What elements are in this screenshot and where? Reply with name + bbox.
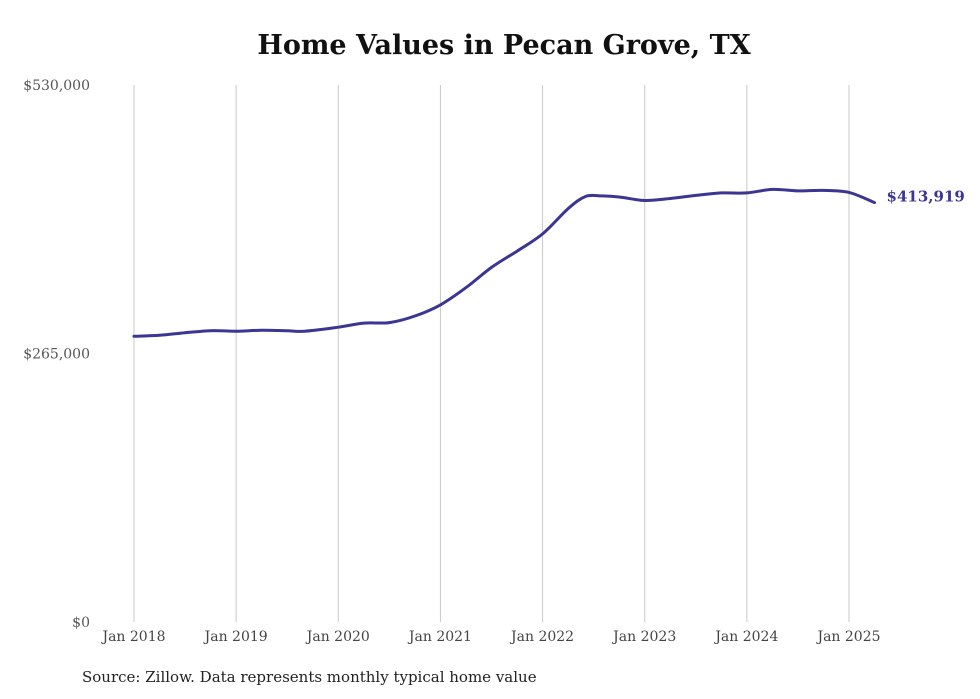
- x-tick-label: Jan 2023: [611, 629, 676, 645]
- x-tick-label: Jan 2020: [305, 629, 370, 645]
- source-note: Source: Zillow. Data represents monthly …: [82, 668, 537, 686]
- x-tick-label: Jan 2024: [713, 629, 778, 645]
- x-axis-labels: Jan 2018 Jan 2019 Jan 2020 Jan 2021 Jan 2022…: [100, 629, 880, 645]
- x-tick-label: Jan 2018: [100, 629, 165, 645]
- x-tick-label: Jan 2022: [509, 629, 574, 645]
- x-tick-label: Jan 2025: [815, 629, 880, 645]
- y-tick-label: $265,000: [23, 347, 90, 363]
- annotations: $413,919: [887, 188, 965, 206]
- series-line: [132, 187, 876, 338]
- end-value-label: $413,919: [887, 188, 965, 206]
- y-tick-label: $530,000: [23, 78, 90, 94]
- chart-title: Home Values in Pecan Grove, TX: [257, 30, 751, 61]
- gridlines: [133, 85, 850, 622]
- y-tick-label: $0: [72, 615, 90, 631]
- y-axis-labels: $0 $265,000 $530,000: [23, 78, 90, 631]
- x-tick-label: Jan 2019: [203, 629, 268, 645]
- x-tick-label: Jan 2021: [407, 629, 472, 645]
- series-layer: [132, 187, 876, 338]
